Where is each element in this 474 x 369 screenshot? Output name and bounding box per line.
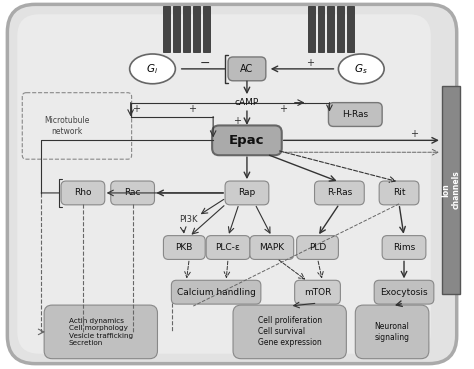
Text: Exocytosis: Exocytosis [380,288,428,297]
FancyBboxPatch shape [356,305,429,359]
Text: PKB: PKB [176,243,193,252]
Bar [193,6,200,52]
Text: $G_i$: $G_i$ [146,62,158,76]
Bar [183,6,190,52]
Text: +: + [132,104,140,114]
Text: Microtubule
network: Microtubule network [44,116,90,136]
Bar [308,6,315,52]
Ellipse shape [338,54,384,84]
Text: MAPK: MAPK [259,243,284,252]
Text: PI3K: PI3K [179,215,198,224]
FancyBboxPatch shape [164,236,205,259]
Text: Neuronal
signaling: Neuronal signaling [374,322,410,342]
FancyBboxPatch shape [379,181,419,205]
FancyBboxPatch shape [295,280,340,304]
Text: AC: AC [240,64,254,74]
Bar [328,6,335,52]
Text: Rap: Rap [238,189,255,197]
Text: +: + [279,104,287,114]
Text: +: + [188,104,196,114]
FancyBboxPatch shape [17,14,431,354]
FancyBboxPatch shape [206,236,250,259]
Text: Epac: Epac [229,134,264,147]
FancyBboxPatch shape [315,181,364,205]
Text: Cell proliferation
Cell survival
Gene expression: Cell proliferation Cell survival Gene ex… [258,316,322,348]
FancyBboxPatch shape [172,280,261,304]
Bar [164,6,170,52]
Text: Rit: Rit [393,189,405,197]
Text: PLD: PLD [309,243,326,252]
Bar [347,6,354,52]
FancyBboxPatch shape [61,181,105,205]
FancyBboxPatch shape [8,4,457,363]
FancyBboxPatch shape [250,236,294,259]
Text: PLC-ε: PLC-ε [216,243,240,252]
Bar [203,6,210,52]
FancyBboxPatch shape [44,305,157,359]
Text: Rims: Rims [393,243,415,252]
Text: +: + [233,117,241,127]
Bar [442,86,460,294]
Text: −: − [200,56,210,69]
Text: Actin dynamics
Cell morphology
Vesicle trafficking
Secretion: Actin dynamics Cell morphology Vesicle t… [69,318,133,346]
Text: R-Ras: R-Ras [327,189,352,197]
FancyBboxPatch shape [225,181,269,205]
Text: Ion
channels: Ion channels [441,170,460,209]
Bar [173,6,180,52]
Ellipse shape [129,54,175,84]
Text: Rac: Rac [124,189,141,197]
Text: cAMP: cAMP [235,98,259,107]
FancyBboxPatch shape [328,103,382,127]
FancyBboxPatch shape [212,125,282,155]
Text: $G_s$: $G_s$ [355,62,368,76]
Text: +: + [410,130,418,139]
Text: Rho: Rho [74,189,91,197]
Text: mTOR: mTOR [304,288,331,297]
FancyBboxPatch shape [374,280,434,304]
FancyBboxPatch shape [382,236,426,259]
Bar [318,6,325,52]
Bar [337,6,345,52]
FancyBboxPatch shape [233,305,346,359]
Text: H-Ras: H-Ras [342,110,368,119]
FancyBboxPatch shape [111,181,155,205]
Text: +: + [306,58,314,68]
FancyBboxPatch shape [228,57,266,81]
FancyBboxPatch shape [297,236,338,259]
Text: Calcium handling: Calcium handling [177,288,255,297]
